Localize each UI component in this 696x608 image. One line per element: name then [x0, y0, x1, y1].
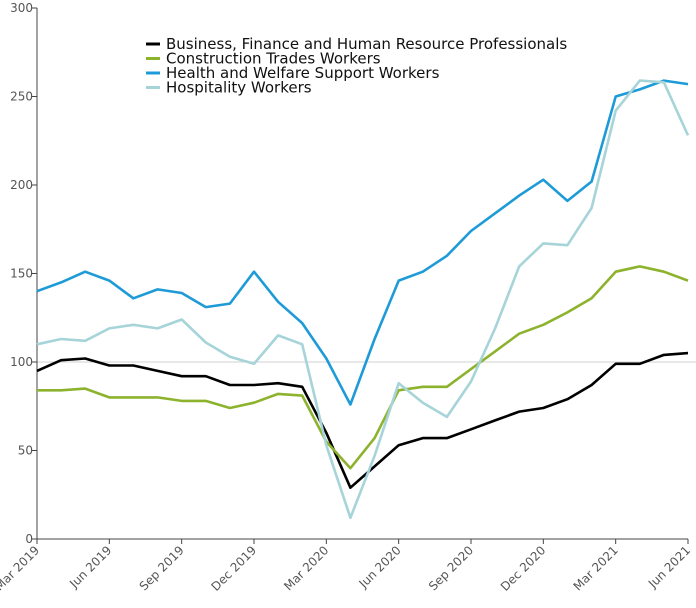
y-tick-label: 100 — [10, 355, 33, 369]
legend-label-3: Hospitality Workers — [166, 79, 312, 97]
legend-label-0: Business, Finance and Human Resource Pro… — [166, 35, 567, 53]
legend-label-2: Health and Welfare Support Workers — [166, 64, 440, 82]
x-tick-label: Dec 2020 — [498, 543, 549, 594]
series-line-1 — [37, 265, 689, 470]
y-tick-label: 150 — [10, 267, 33, 281]
x-tick-label: Dec 2019 — [209, 543, 260, 594]
y-tick-label: 50 — [18, 444, 33, 458]
x-tick-label: Sep 2019 — [137, 543, 187, 593]
series-layer — [36, 79, 690, 520]
x-tick-label: Jun 2019 — [66, 543, 114, 591]
legend: Business, Finance and Human Resource Pro… — [146, 35, 567, 97]
x-tick-label: Mar 2019 — [0, 543, 42, 593]
x-tick-label: Jun 2020 — [356, 543, 404, 591]
y-tick-label: 250 — [10, 90, 33, 104]
x-tick-label: Mar 2020 — [281, 543, 331, 593]
series-line-3 — [36, 79, 690, 520]
series-line-0 — [36, 351, 689, 490]
x-tick-label: Sep 2020 — [426, 543, 476, 593]
legend-label-1: Construction Trades Workers — [166, 50, 381, 68]
y-tick-label: 200 — [10, 178, 33, 192]
y-tick-label: 300 — [10, 1, 33, 15]
x-tick-label: Jun 2021 — [645, 543, 693, 591]
x-tick-label: Mar 2021 — [571, 543, 621, 593]
y-tick-label: 0 — [25, 532, 33, 546]
series-line-2 — [36, 79, 689, 406]
